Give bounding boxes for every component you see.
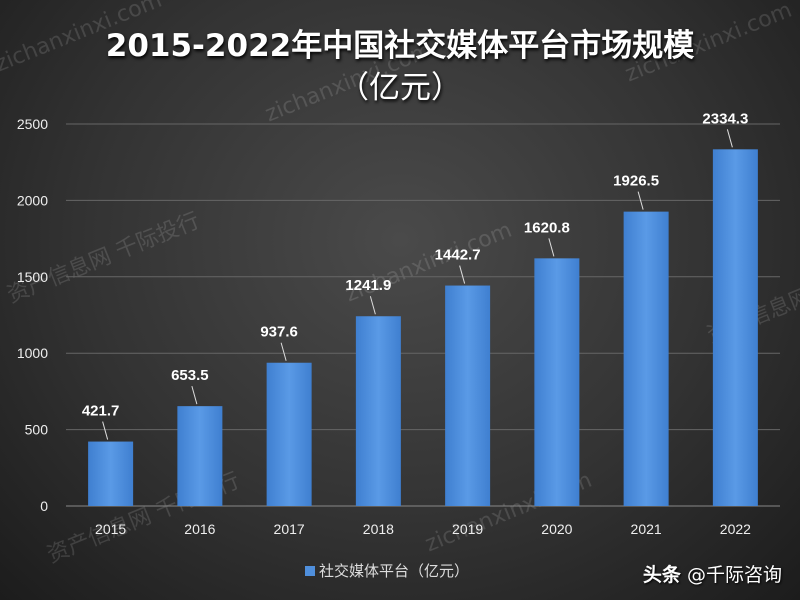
brand-account: @千际咨询: [686, 564, 782, 586]
data-label: 937.6: [260, 324, 298, 341]
label-leader-line: [726, 129, 733, 148]
x-tick-label: 2016: [184, 521, 215, 537]
brand-platform: 头条: [642, 564, 681, 586]
legend-swatch: [305, 565, 315, 576]
label-leader-line: [637, 191, 644, 210]
x-tick-label: 2019: [452, 521, 483, 537]
data-label: 1241.9: [345, 277, 391, 294]
data-label: 653.5: [171, 367, 209, 384]
data-label: 421.7: [82, 403, 120, 420]
x-tick-label: 2018: [363, 521, 394, 537]
x-tick-label: 2021: [631, 521, 662, 537]
y-tick-label: 2500: [17, 116, 48, 132]
chart-title: 2015-2022年中国社交媒体平台市场规模: [105, 28, 695, 64]
data-label: 1620.8: [524, 219, 570, 236]
chart-subtitle: （亿元）: [338, 70, 462, 106]
data-label: 1926.5: [613, 173, 659, 190]
data-label: 2334.3: [702, 110, 748, 127]
y-tick-label: 1000: [17, 345, 48, 361]
label-leader-line: [280, 342, 287, 361]
y-tick-label: 1500: [17, 269, 48, 285]
label-leader-line: [369, 296, 376, 315]
legend: 社交媒体平台（亿元）: [305, 560, 469, 581]
bar: [88, 441, 134, 506]
y-tick-label: 0: [40, 498, 48, 514]
bar: [355, 316, 401, 506]
y-tick-label: 500: [25, 422, 49, 438]
bar: [534, 258, 580, 506]
bar: [177, 406, 223, 506]
label-leader-line: [548, 238, 555, 257]
x-tick-label: 2020: [541, 521, 572, 537]
bar: [623, 211, 669, 506]
legend-label: 社交媒体平台（亿元）: [319, 562, 470, 580]
x-tick-label: 2017: [274, 521, 305, 537]
label-leader-line: [191, 386, 198, 405]
bar: [712, 149, 758, 506]
data-label: 1442.7: [435, 247, 481, 264]
brand-watermark: 头条 @千际咨询: [643, 560, 782, 587]
label-leader-line: [102, 421, 109, 440]
bar: [266, 362, 312, 506]
y-tick-label: 2000: [17, 192, 48, 208]
label-leader-line: [459, 265, 466, 284]
bar: [445, 285, 491, 506]
x-tick-label: 2015: [95, 521, 126, 537]
x-tick-label: 2022: [720, 521, 751, 537]
